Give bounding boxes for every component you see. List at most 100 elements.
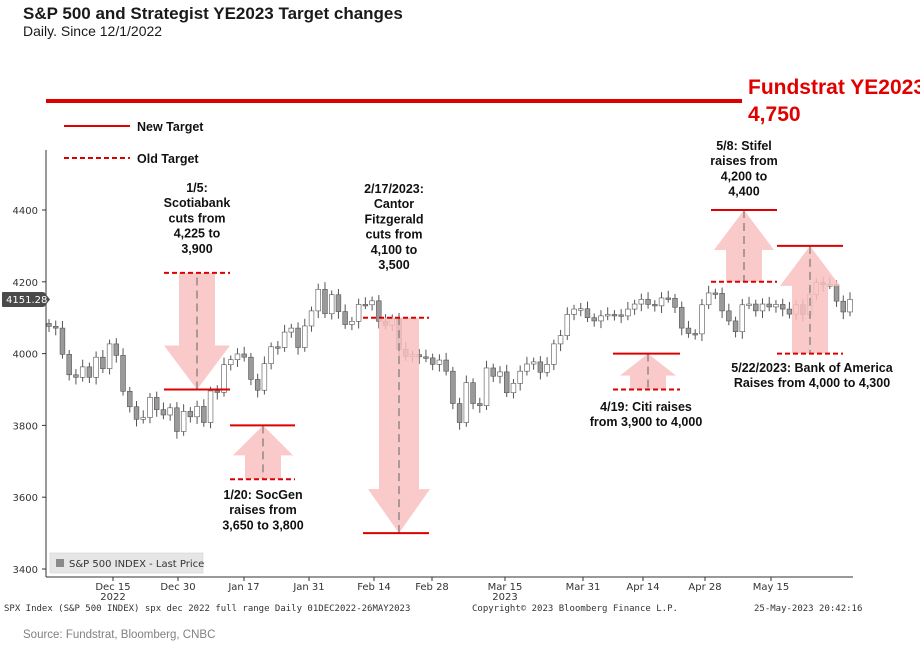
y-tick-label: 3400 [13,565,38,576]
candle-body [234,353,241,361]
candle-body [180,411,187,432]
candle-body [625,308,631,317]
target-annotation: 2/17/2023: Cantor Fitzgerald cuts from 4,100… [364,182,424,272]
candle-body [685,327,692,334]
candle-body [106,343,113,369]
candle-body [773,304,779,308]
candle-body [504,371,510,394]
candle-body [308,310,315,327]
candle-body [692,333,698,336]
candle-body [638,299,645,305]
candle-body [551,343,557,365]
candle-body [376,300,382,322]
candle-body [450,370,456,404]
candle-body [847,299,853,313]
annotation-line: 1/20: SocGen [223,488,302,502]
annotation-line: 4,100 to [371,243,418,257]
last-price-tag: 4151.28 [2,292,50,307]
candle-body [652,304,658,307]
candle-body [207,390,214,423]
legend-old-target-label: Old Target [137,152,199,166]
y-tick-label: 4400 [13,206,38,217]
annotation-line: raises from [710,154,777,168]
candle-body [160,409,167,416]
candle-body [140,417,146,420]
candle-body [726,310,732,322]
candle-body [591,317,597,322]
candle-body [369,300,375,306]
candle-body [423,356,429,359]
candle-body [679,306,685,329]
candle-body [443,359,449,372]
candle-body [598,315,604,322]
candle-body [133,406,140,420]
candle-body [672,298,678,308]
candle-body [833,284,840,302]
candle-body [261,363,268,391]
x-tick-label: Jan 31 [292,582,324,593]
annotation-line: 5/8: Stifel [716,139,772,153]
target-change-arrow [714,210,774,282]
candle-body [281,331,288,348]
candle-body [456,403,463,423]
x-tick-label: Mar 15 [488,582,523,593]
candle-body [201,406,207,423]
candle-body [153,397,160,410]
candle-body [295,327,301,348]
candle-body [147,397,153,418]
candle-body [584,308,591,319]
footer-left: SPX Index (S&P 500 INDEX) spx dec 2022 f… [4,604,410,614]
candle-body [228,359,234,366]
candle-body [349,320,355,325]
candle-body [840,300,846,313]
candle-body [329,294,335,315]
footer-center: Copyright© 2023 Bloomberg Finance L.P. [472,604,678,614]
candle-body [604,314,611,317]
candle-body [712,292,719,295]
candle-body [631,303,638,310]
candle-body [221,364,227,393]
annotation-line: 3,500 [378,258,409,272]
x-tick-label: Feb 28 [415,582,449,593]
series-legend-swatch [56,559,64,567]
annotation-line: Fitzgerald [364,212,423,226]
target-annotation: 4/19: Citi raises from 3,900 to 4,000 [590,400,703,429]
annotation-line: 4,400 [728,185,759,199]
fundstrat-label-line2: 4,750 [748,103,801,126]
candle-body [46,323,52,327]
annotation-line: raises from [229,503,296,517]
candle-body [302,325,308,348]
y-tick-label: 3800 [13,421,38,432]
annotation-line: 4,225 to [174,227,221,241]
candle-body [174,407,180,432]
y-tick-label: 3600 [13,493,38,504]
candle-body [275,346,281,349]
candle-body [530,361,537,365]
candle-body [497,371,503,377]
candle-body [322,289,328,315]
candle-body [362,304,369,307]
candle-body [517,370,523,384]
x-tick-label: Feb 14 [357,582,391,593]
candle-body [578,308,584,311]
candle-body [732,320,739,333]
candle-body [753,303,759,312]
annotation-line: Scotiabank [164,196,231,210]
target-annotation: 1/20: SocGen raises from 3,650 to 3,800 [222,488,303,532]
candle-body [100,356,106,369]
candle-body [120,355,126,392]
candle-body [786,308,793,315]
candle-body [544,364,550,373]
series-legend-label: S&P 500 INDEX - Last Price [69,559,204,570]
annotation-line: 3,900 [181,242,212,256]
candle-body [618,314,624,317]
target-annotation: 5/22/2023: Bank of America Raises from 4,… [731,361,893,390]
annotation-line: 5/22/2023: Bank of America [731,361,893,375]
target-annotation: 5/8: Stifel raises from 4,200 to 4,400 [710,139,777,199]
annotation-line: Raises from 4,000 to 4,300 [734,376,890,390]
x-tick-label: Mar 31 [566,582,601,593]
candle-body [73,374,79,378]
annotation-line: 3,650 to 3,800 [222,518,303,532]
candle-body [53,326,59,329]
